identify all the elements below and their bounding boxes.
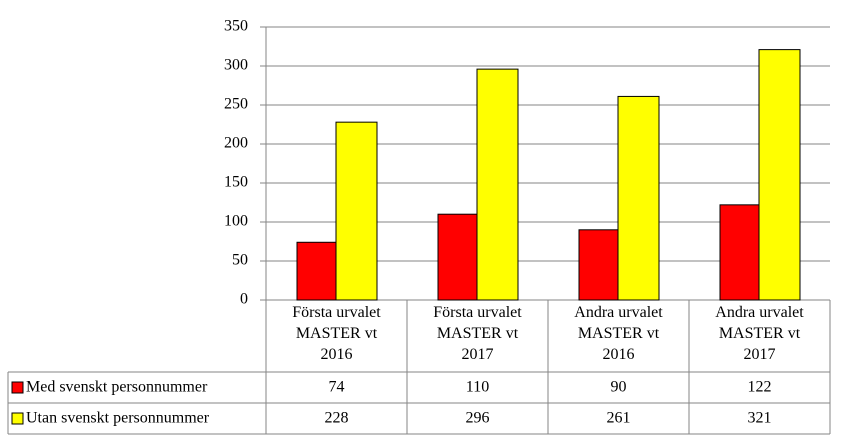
table-value: 321 (748, 410, 772, 427)
y-tick-label: 250 (224, 96, 248, 113)
table-value: 296 (466, 410, 490, 427)
table-value: 90 (611, 379, 627, 396)
table-value: 228 (325, 410, 349, 427)
table-value: 74 (329, 379, 345, 396)
y-tick-label: 200 (224, 135, 248, 152)
table-value: 110 (466, 379, 489, 396)
bar (758, 49, 801, 301)
y-tick-label: 300 (224, 57, 248, 74)
y-tick-label: 150 (224, 174, 248, 191)
bar (578, 229, 619, 301)
x-tick-label: Första urvalet MASTER vt 2016 (292, 304, 381, 363)
table-value: 122 (748, 379, 772, 396)
bar (437, 213, 478, 301)
x-tick-label: Första urvalet MASTER vt 2017 (433, 304, 522, 363)
bar (476, 68, 519, 301)
legend-key (11, 381, 24, 394)
x-tick-label: Andra urvalet MASTER vt 2017 (715, 304, 804, 363)
bar (335, 121, 378, 301)
table-value: 261 (607, 410, 631, 427)
legend-label: Med svenskt personnummer (26, 379, 208, 396)
y-tick-label: 50 (232, 252, 248, 269)
bar (617, 95, 660, 301)
legend-label: Utan svenskt personnummer (26, 410, 210, 427)
y-tick-label: 0 (240, 291, 248, 308)
y-tick-label: 100 (224, 213, 248, 230)
x-tick-label: Andra urvalet MASTER vt 2016 (574, 304, 663, 363)
legend-key (11, 412, 24, 425)
bar (719, 204, 760, 301)
bar (296, 241, 337, 301)
y-tick-label: 350 (224, 18, 248, 35)
